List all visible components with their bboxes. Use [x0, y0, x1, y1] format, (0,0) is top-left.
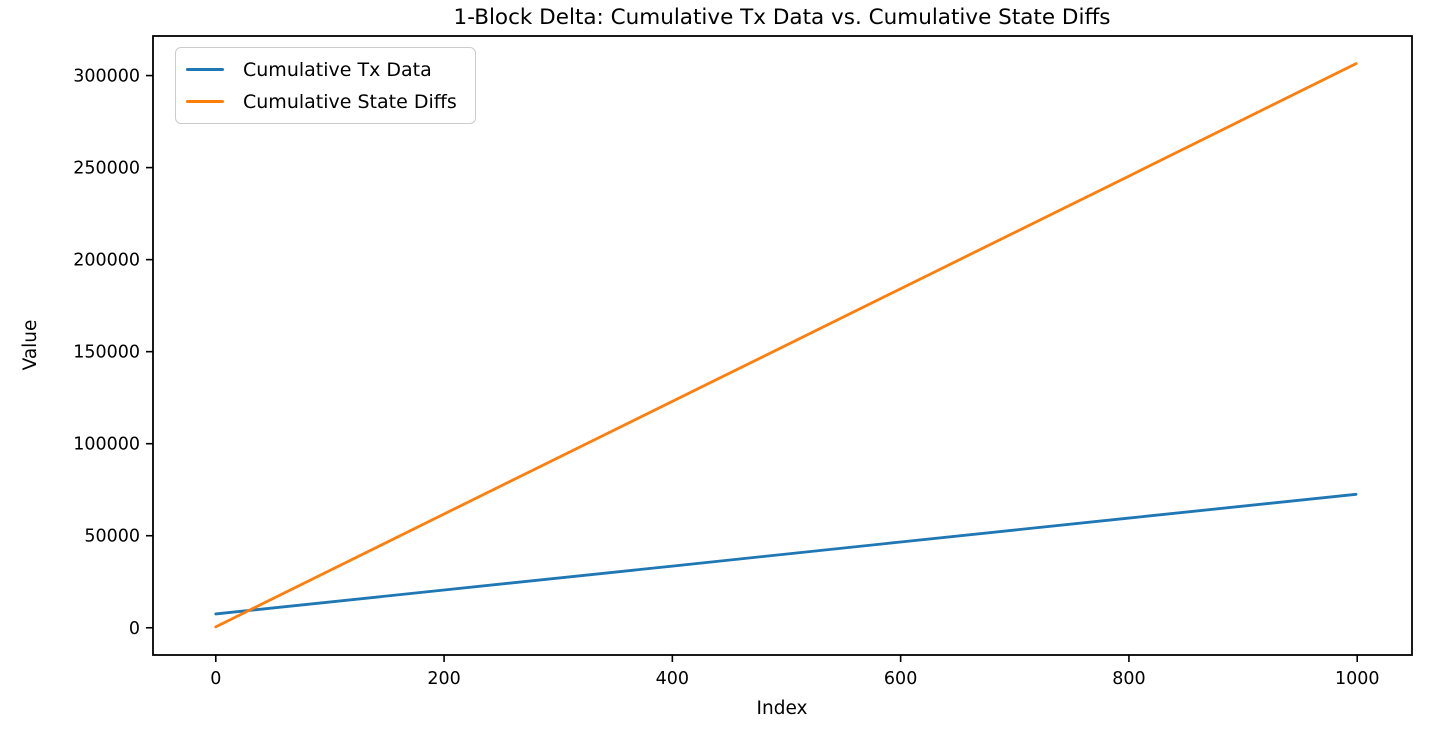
- plot-border: [152, 35, 1413, 656]
- series-line-1: [214, 62, 1358, 629]
- legend-label: Cumulative Tx Data: [243, 58, 432, 81]
- x-tick-label: 1000: [1335, 669, 1380, 689]
- plot-area: 0 200 400 600 800 1000 0 50000 100000 150000 20000…: [73, 35, 1413, 689]
- series-line-0: [214, 492, 1358, 616]
- y-tick-label: 0: [129, 619, 140, 639]
- x-tick-label: 400: [656, 669, 689, 689]
- y-axis-label: Value: [20, 320, 41, 371]
- legend-line-swatch-statediffs: [186, 99, 224, 104]
- legend-line-swatch-tx: [186, 67, 224, 72]
- x-tick-label: 600: [884, 669, 917, 689]
- x-tick-label: 0: [210, 669, 221, 689]
- x-tick-label: 800: [1112, 669, 1145, 689]
- legend-item: Cumulative Tx Data: [186, 57, 457, 82]
- legend-label: Cumulative State Diffs: [243, 90, 457, 113]
- x-tick-label: 200: [427, 669, 460, 689]
- y-tick-label: 150000: [73, 343, 140, 363]
- y-tick-label: 100000: [73, 435, 140, 455]
- y-tick-label: 200000: [73, 251, 140, 271]
- y-tick-label: 250000: [73, 159, 140, 179]
- legend-item: Cumulative State Diffs: [186, 89, 457, 114]
- y-tick-label: 300000: [73, 67, 140, 87]
- y-tick-label: 50000: [84, 527, 140, 547]
- legend: Cumulative Tx Data Cumulative State Diff…: [175, 47, 476, 124]
- chart-title: 1-Block Delta: Cumulative Tx Data vs. Cu…: [454, 5, 1111, 30]
- x-axis-label: Index: [757, 698, 808, 719]
